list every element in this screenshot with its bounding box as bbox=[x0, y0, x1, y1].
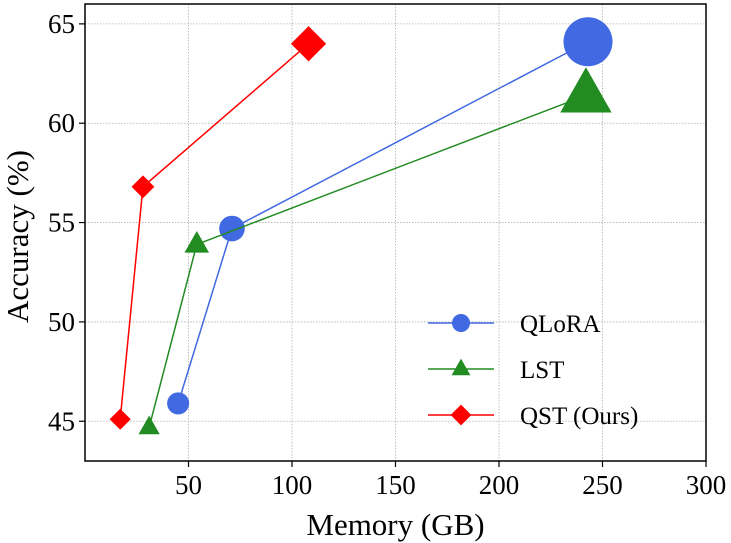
grid bbox=[85, 4, 707, 461]
y-tick-label: 45 bbox=[48, 406, 75, 436]
data-point bbox=[184, 230, 210, 253]
y-tick-label: 50 bbox=[48, 307, 75, 337]
data-point bbox=[138, 415, 160, 435]
data-point bbox=[131, 175, 155, 199]
tick-layer: 50 100 150 200 250 300 45 50 55 60 65 bbox=[48, 9, 726, 500]
legend-label: QLoRA bbox=[520, 311, 601, 338]
x-tick-label: 200 bbox=[479, 470, 520, 500]
y-tick-label: 65 bbox=[48, 9, 75, 39]
y-tick-label: 55 bbox=[48, 208, 75, 238]
data-point bbox=[219, 215, 245, 242]
y-tick-label: 60 bbox=[48, 108, 75, 138]
legend-marker bbox=[451, 358, 471, 376]
x-tick-label: 100 bbox=[272, 470, 313, 500]
x-tick-label: 150 bbox=[375, 470, 416, 500]
series-qlora bbox=[167, 17, 613, 415]
x-axis-title: Memory (GB) bbox=[306, 507, 484, 542]
series-layer bbox=[109, 17, 613, 435]
legend-label: LST bbox=[520, 357, 564, 384]
series-qst-ours bbox=[109, 26, 327, 430]
series-lst bbox=[138, 67, 612, 435]
x-tick-label: 50 bbox=[175, 470, 202, 500]
legend: QLoRA LST QST (Ours) bbox=[428, 311, 638, 430]
y-axis-title: Accuracy (%) bbox=[0, 150, 35, 323]
data-point bbox=[563, 17, 613, 67]
legend-marker bbox=[450, 404, 472, 426]
data-point bbox=[290, 26, 327, 62]
series-line bbox=[119, 43, 310, 420]
legend-marker bbox=[452, 314, 470, 332]
x-tick-label: 300 bbox=[686, 470, 727, 500]
data-point bbox=[109, 408, 131, 430]
legend-label: QST (Ours) bbox=[520, 403, 638, 430]
data-point bbox=[167, 392, 190, 415]
x-tick-label: 250 bbox=[582, 470, 623, 500]
data-point bbox=[560, 67, 612, 113]
